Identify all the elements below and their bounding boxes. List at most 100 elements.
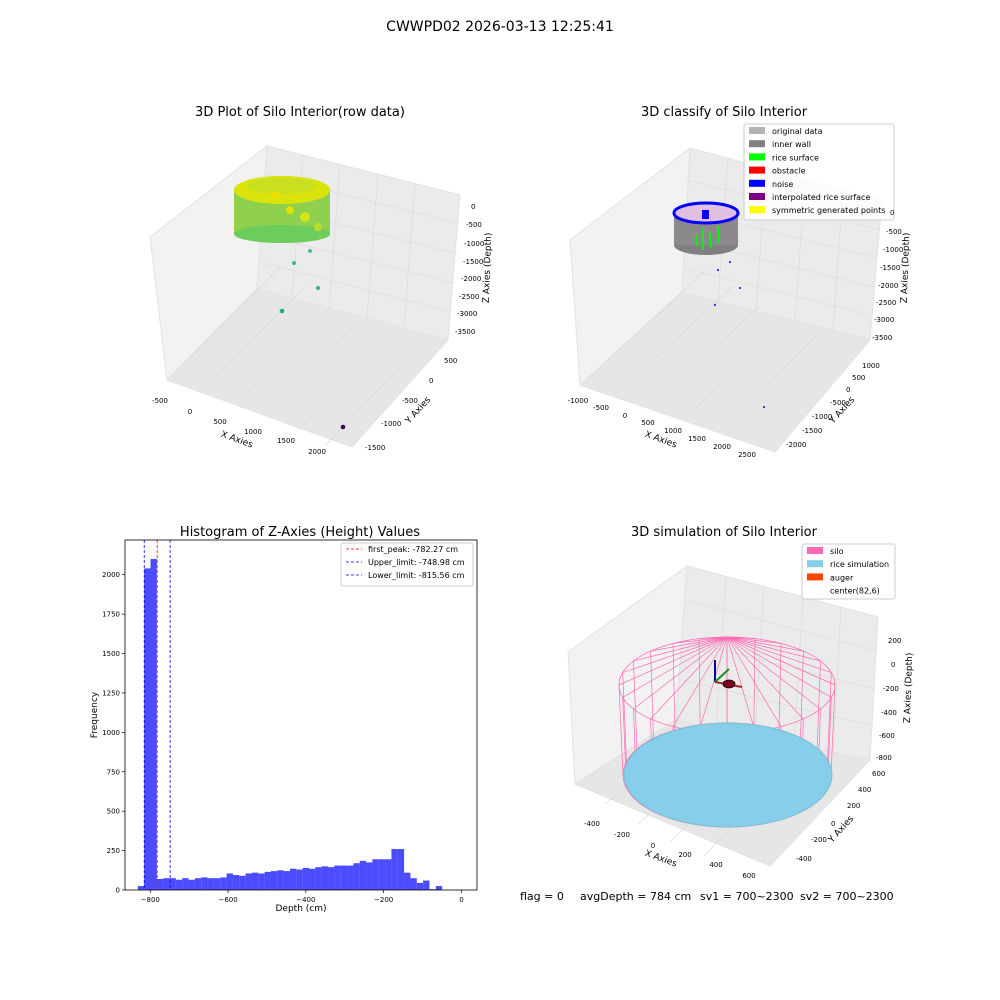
silo-wall-line [827, 672, 832, 762]
raw-xtick: 1500 [277, 437, 295, 445]
histogram-bar [169, 878, 176, 890]
classify-ztick: -3000 [874, 316, 894, 324]
simulation-ytick: 200 [847, 802, 860, 810]
classify-legend-swatch [749, 179, 765, 187]
histogram-bar [416, 882, 424, 890]
flag-status: flag = 0 [520, 890, 564, 903]
classify-legend-label: noise [772, 180, 793, 189]
histogram-title: Histogram of Z-Axies (Height) Values [180, 525, 420, 540]
simulation-xtick: 0 [651, 842, 655, 850]
classify-xtick: 0 [623, 412, 627, 420]
histogram-legend-label: first_peak: -782.27 cm [368, 545, 458, 554]
histogram-ytick-label: 1000 [102, 729, 120, 737]
rice-simulation-surface [623, 722, 833, 828]
classify-ytick: 0 [846, 386, 850, 394]
simulation-ztick: -600 [879, 732, 895, 740]
classify-ztick: -3500 [872, 334, 892, 342]
raw-ytick: -1500 [365, 444, 385, 452]
silo-roof-line [726, 636, 821, 710]
silo-roof-line [726, 636, 832, 698]
histogram-bar [328, 867, 335, 890]
raw-ztick: 0 [471, 203, 475, 211]
histogram-bar [289, 868, 297, 890]
histogram-bar [213, 878, 221, 890]
histogram-bar [220, 877, 227, 890]
histogram-bar [302, 867, 310, 890]
raw-xtick: 2000 [308, 448, 326, 456]
silo-wall-line [778, 643, 782, 731]
histogram-bar [423, 880, 430, 890]
classify-z-ticks: 0 -500 -1000 -1500 -2000 -2500 -3000 -35… [872, 209, 912, 342]
silo-roof-line [726, 636, 832, 673]
classify-legend-swatch [749, 206, 765, 214]
histogram-bar [182, 878, 189, 890]
histogram-bar [359, 860, 367, 890]
raw-ztick: -500 [466, 221, 482, 229]
raw-ztick: -2000 [461, 275, 481, 283]
classify-legend-swatch [749, 193, 765, 200]
simulation-ztick: -200 [883, 685, 899, 693]
histogram-ytick-label: 2000 [102, 571, 120, 579]
raw-z-ticks: 0 -500 -1000 -1500 -2000 -2500 -3000 -35… [455, 203, 494, 336]
silo-wall-line [633, 660, 638, 750]
classify-ztick: -1000 [883, 246, 903, 254]
simulation-ytick: -200 [811, 836, 827, 844]
silo-roof-line [622, 636, 728, 698]
silo-roof-line [726, 636, 804, 720]
histogram-bar [353, 863, 360, 890]
silo-roof-line [650, 636, 728, 720]
silo-wall-line [618, 684, 624, 776]
panel-simulation-3d-plot: 3D simulation of Silo Interior [567, 525, 915, 880]
histogram-bar [251, 872, 259, 890]
histogram-legend-label: Upper_limit: -748.98 cm [368, 558, 465, 567]
histogram-bar [156, 878, 164, 890]
simulation-xtick: -400 [584, 820, 600, 828]
raw-zlabel: Z Axies (Depth) [482, 233, 494, 304]
classify-legend-swatch [749, 166, 765, 174]
histogram-bar [372, 859, 379, 890]
simulation-legend-swatch [807, 560, 823, 568]
figure-title: CWWPD02 2026-03-13 12:25:41 [386, 19, 614, 35]
classify-ztick: -2500 [876, 299, 896, 307]
histogram-xtick-label: −400 [296, 896, 315, 904]
histogram-bar [366, 862, 373, 890]
panel-raw-3d-plot: 3D Plot of Silo Interior(row data) [149, 105, 494, 456]
histogram-frame [124, 539, 478, 891]
silo-roof-line [726, 636, 804, 652]
histogram-bar [315, 867, 322, 890]
histogram-bar [188, 879, 195, 890]
silo-wall-line [816, 660, 821, 750]
histogram-bar [321, 866, 329, 890]
panel-classify-3d-plot: 3D classify of Silo Interior [568, 105, 912, 459]
histogram-bar [264, 871, 271, 890]
simulation-ztick: -800 [876, 754, 892, 762]
classify-ytick: 500 [852, 374, 865, 382]
histogram-ytick-label: 500 [107, 808, 120, 816]
silo-roof-line [726, 636, 836, 686]
histogram-bar [137, 886, 145, 890]
silo-roof-line [698, 636, 728, 732]
panel-raw-title: 3D Plot of Silo Interior(row data) [195, 105, 405, 120]
histogram-bar [309, 868, 316, 890]
histogram-bar [334, 865, 341, 890]
classify-xtick: 500 [641, 419, 654, 427]
silo-wall-line [830, 684, 836, 776]
raw-ztick: -2500 [459, 293, 479, 301]
silo-roof-line [633, 636, 728, 710]
histogram-xlabel: Depth (cm) [275, 904, 326, 914]
silo-roof-line [618, 636, 728, 686]
raw-scan-points [234, 176, 346, 430]
simulation-xtick: 400 [709, 861, 722, 869]
silo-wireframe [618, 636, 836, 828]
classify-xtick: -1000 [568, 397, 588, 405]
histogram-bar [226, 873, 233, 890]
histogram-bar [391, 849, 398, 890]
classified-points [672, 201, 765, 408]
simulation-z-ticks: 200 0 -200 -400 -600 -800 Z Axies (Depth… [876, 637, 915, 762]
simulation-legend: silo rice simulation auger center(82,6) [801, 543, 896, 600]
histogram-bar [194, 878, 202, 890]
histogram-legend: first_peak: -782.27 cm Upper_limit: -748.… [340, 542, 474, 587]
histogram-bar [163, 878, 170, 890]
histogram-x-ticks: −800 −600 −400 −200 0 [141, 890, 464, 904]
classify-legend: original data inner wall rice surface obsta… [743, 123, 895, 221]
